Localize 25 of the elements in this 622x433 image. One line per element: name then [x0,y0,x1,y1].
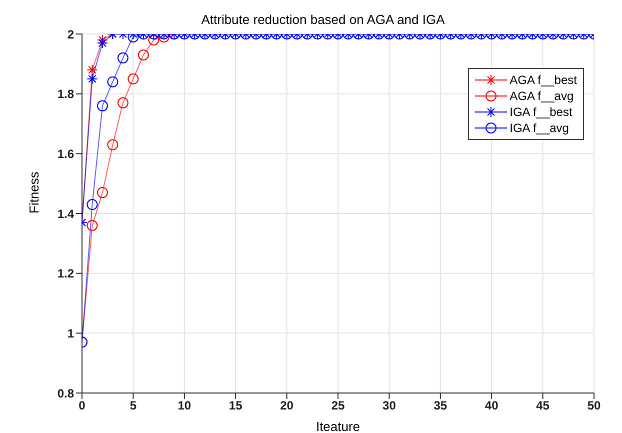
x-tick-label: 5 [130,398,137,413]
x-tick-label: 35 [434,398,448,413]
y-tick-label: 2 [67,27,74,42]
x-tick-label: 10 [178,398,192,413]
y-tick-label: 1.4 [57,206,74,221]
y-axis-title: Fitness [26,171,42,214]
y-tick-label: 1.6 [57,146,74,161]
y-tick-label: 1.2 [57,266,74,281]
legend-label: AGA f__avg [510,88,574,104]
x-axis-title: Iteature [316,419,360,433]
x-tick-label: 40 [484,398,499,413]
x-tick-label: 50 [587,398,601,413]
y-tick-label: 1 [67,326,74,340]
y-tick-label: 0.8 [57,386,74,400]
x-tick-label: 0 [78,398,86,413]
x-tick-label: 25 [331,398,345,413]
y-tick-label: 1.8 [57,87,74,102]
legend-label: IGA f__avg [510,120,569,136]
x-tick-label: 45 [536,398,550,413]
legend-label: AGA f__best [510,72,577,88]
chart-title: Attribute reduction based on AGA and IGA [200,12,446,27]
x-tick-label: 30 [382,398,396,413]
legend-label: IGA f__best [510,104,572,120]
x-tick-label: 15 [228,398,243,413]
x-tick-label: 20 [280,398,294,413]
